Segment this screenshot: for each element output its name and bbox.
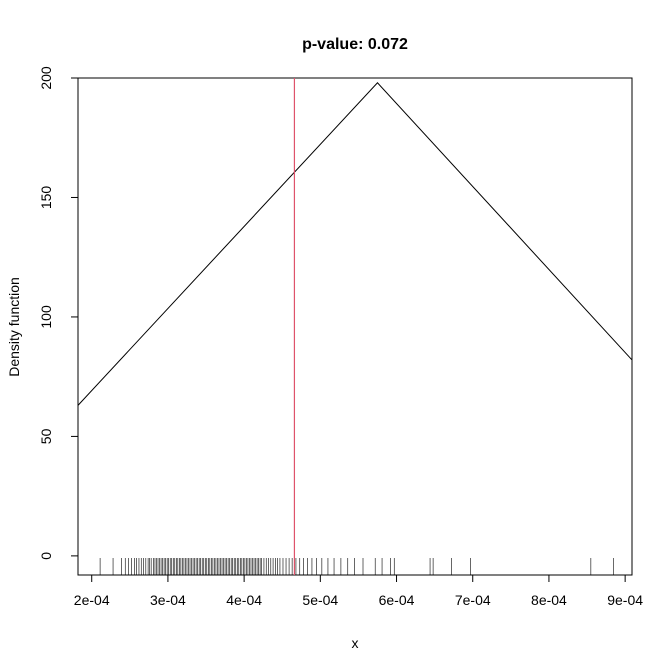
- y-tick-label: 150: [38, 186, 54, 210]
- y-tick-label: 50: [38, 428, 54, 444]
- y-tick-label: 100: [38, 305, 54, 329]
- x-tick-label: 7e-04: [455, 592, 491, 608]
- y-tick-label: 0: [38, 552, 54, 560]
- x-axis-label: x: [352, 635, 359, 651]
- x-tick-label: 9e-04: [607, 592, 643, 608]
- y-tick-label: 200: [38, 66, 54, 90]
- plot-frame: [77, 77, 633, 576]
- x-tick-label: 5e-04: [302, 592, 338, 608]
- x-tick-label: 6e-04: [379, 592, 415, 608]
- series-group: [77, 82, 633, 406]
- chart-title: p-value: 0.072: [302, 36, 408, 53]
- rug-marks: [99, 558, 615, 575]
- x-axis: 2e-04 3e-04 4e-04 5e-04 6e-04 7e-04 8e-04 9e-04: [74, 574, 643, 608]
- y-axis: 0 50 100 150 200: [38, 66, 79, 560]
- x-tick-label: 2e-04: [74, 592, 110, 608]
- x-tick-label: 8e-04: [531, 592, 567, 608]
- density-line: [77, 82, 633, 406]
- y-axis-label: Density function: [6, 277, 22, 377]
- x-tick-label: 3e-04: [150, 592, 186, 608]
- x-tick-label: 4e-04: [226, 592, 262, 608]
